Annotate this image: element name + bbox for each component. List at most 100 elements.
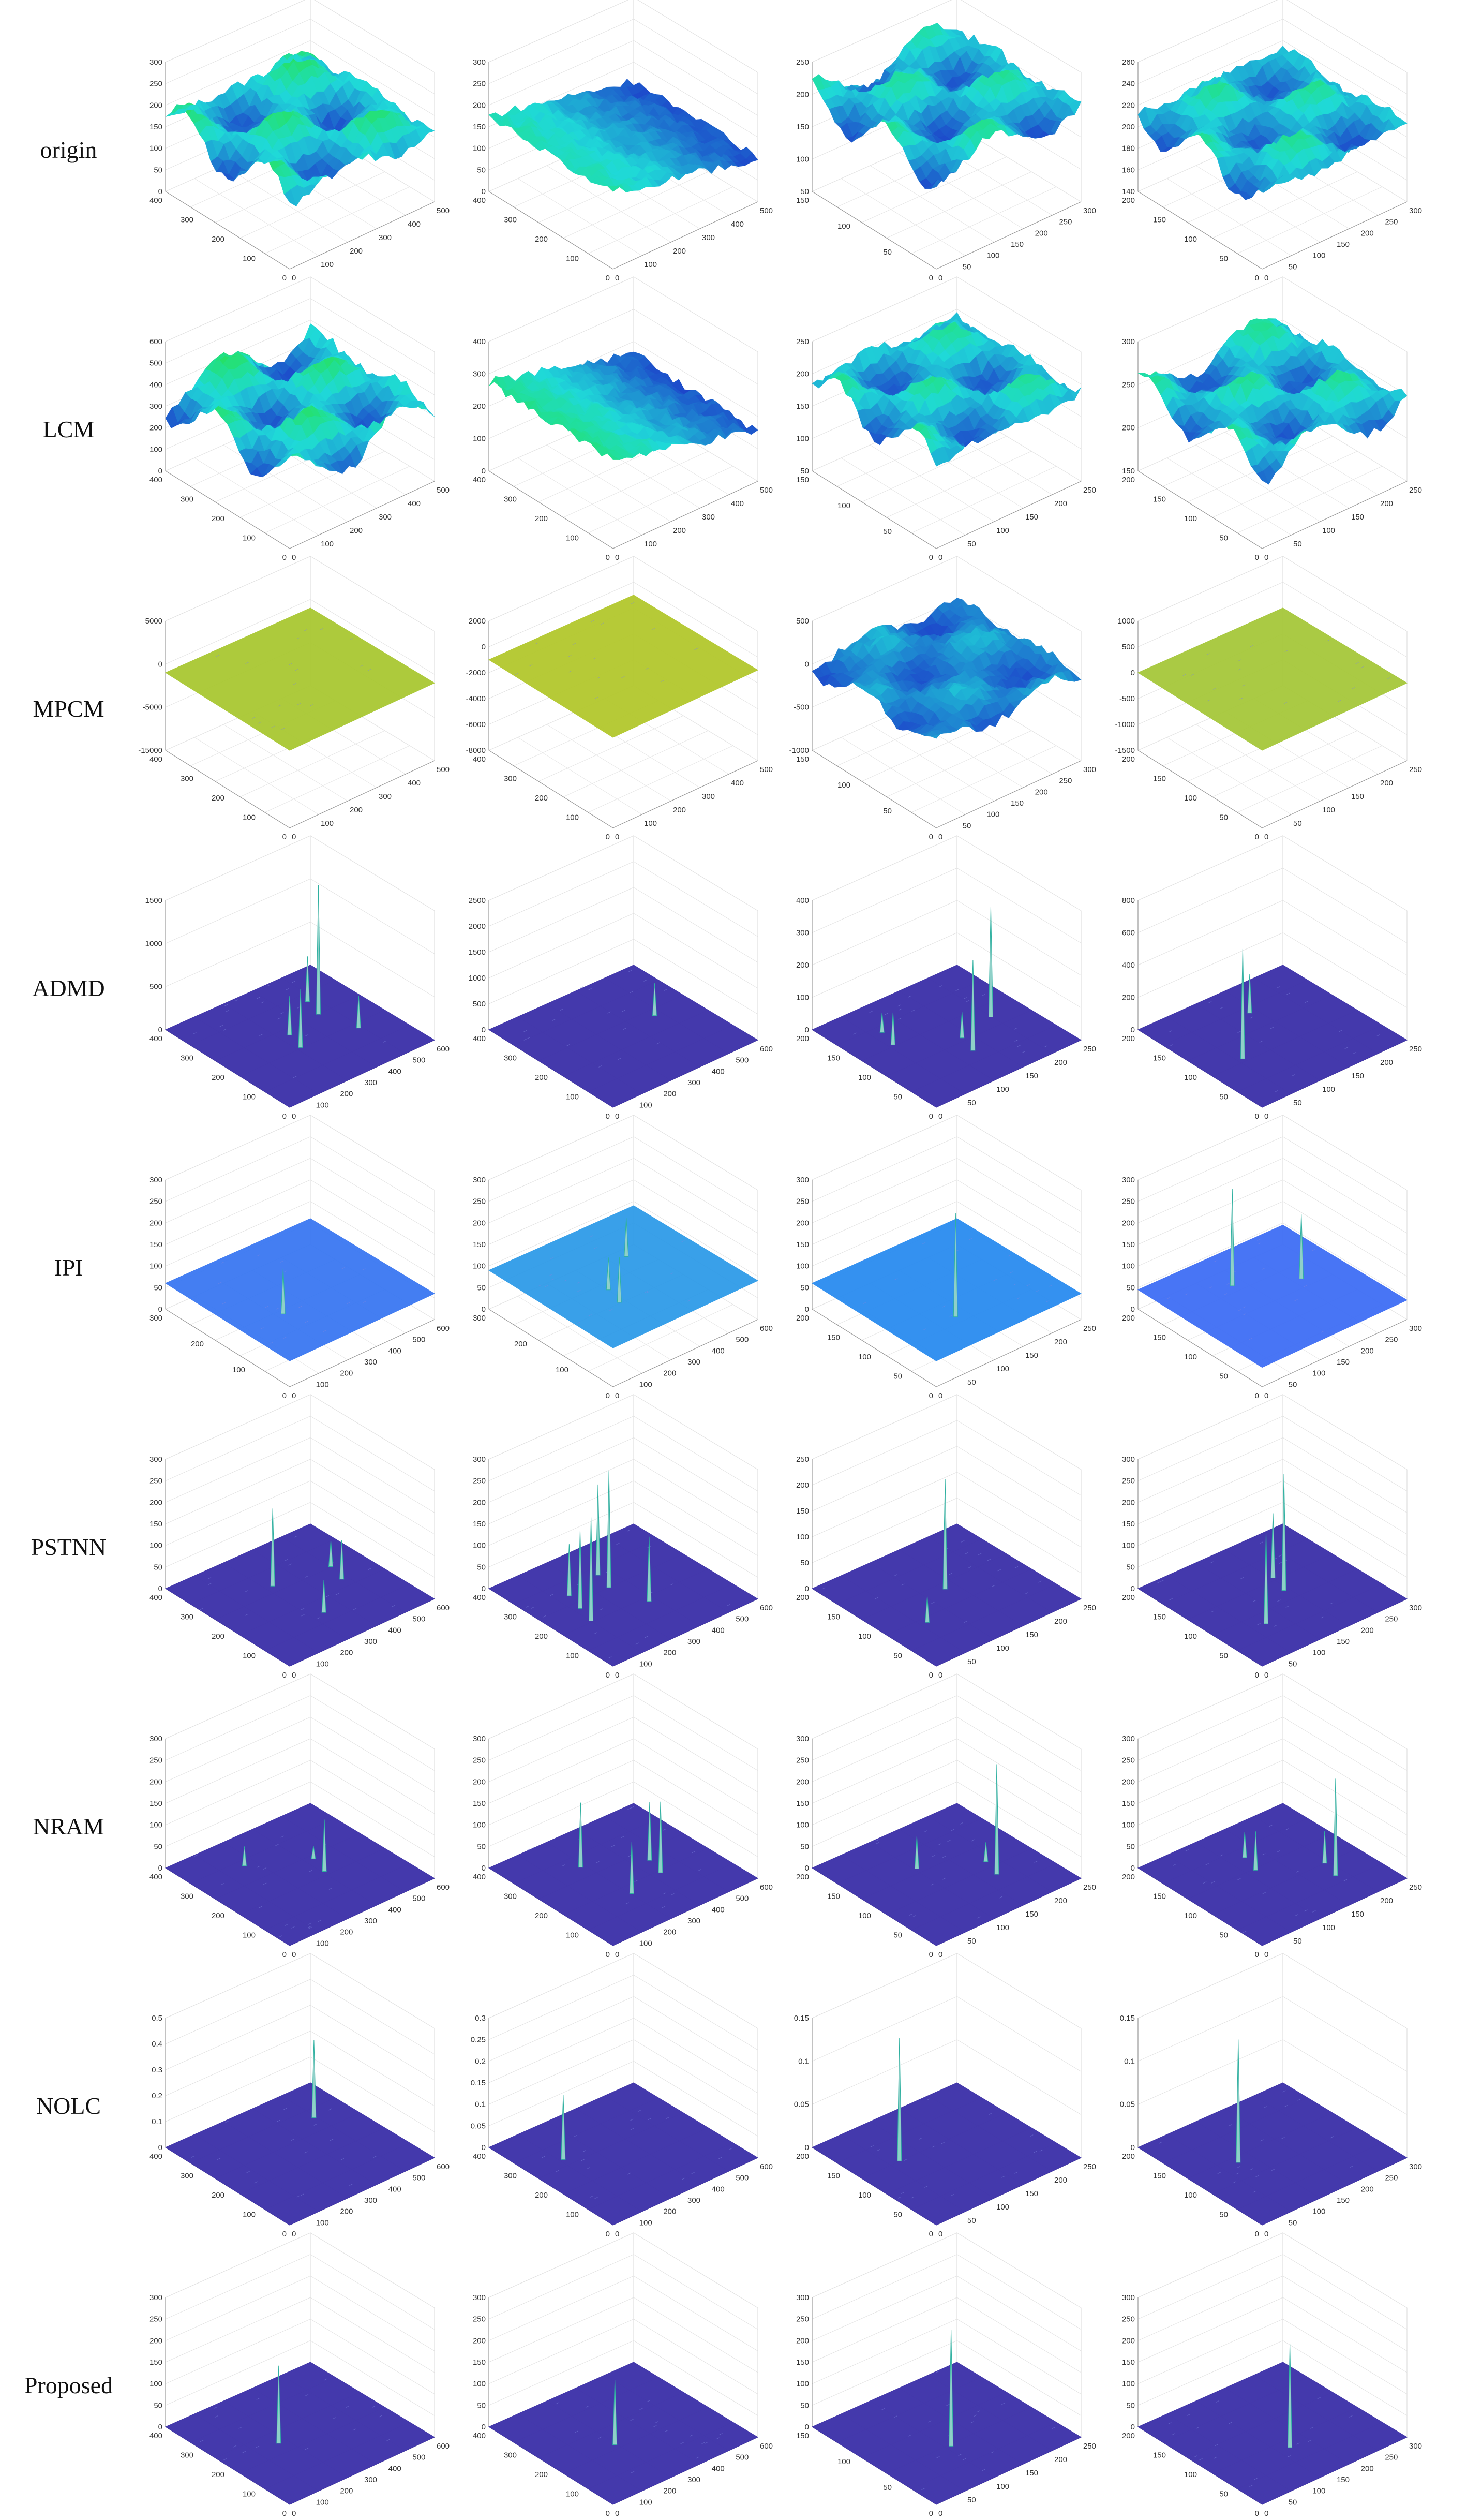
y-tick-label: 0 [282, 833, 287, 841]
x-tick-label: 250 [1409, 1883, 1422, 1892]
surface [489, 1206, 758, 1348]
z-tick-label: 200 [796, 961, 809, 970]
x-tick-label: 250 [1059, 218, 1072, 227]
y-tick-label: 300 [504, 1054, 517, 1063]
y-tick-label: 50 [893, 1372, 902, 1381]
spike-mark [312, 2040, 316, 2118]
y-tick-label: 0 [606, 1391, 610, 1400]
z-tick-label: 300 [1122, 1455, 1135, 1464]
x-tick-label: 150 [1025, 1072, 1038, 1080]
x-tick-label: 300 [687, 2475, 700, 2484]
y-tick-label: 100 [858, 1632, 871, 1641]
y-tick-label: 200 [1122, 476, 1135, 484]
x-tick-label: 100 [639, 1659, 652, 1668]
y-tick-label: 100 [837, 222, 850, 231]
y-tick-label: 200 [212, 1632, 224, 1641]
z-tick-label: 1500 [145, 896, 162, 905]
y-tick-label: 0 [282, 2509, 287, 2518]
y-tick-label: 200 [212, 235, 224, 244]
x-tick-label: 400 [388, 1346, 401, 1355]
y-tick-label: 200 [1122, 1593, 1135, 1602]
z-tick-label: 2500 [469, 896, 486, 905]
x-tick-label: 0 [292, 1112, 296, 1121]
x-tick-label: 200 [340, 1090, 353, 1099]
surface-plane [1138, 965, 1407, 1107]
x-tick-label: 50 [963, 262, 971, 271]
z-tick-label: 0.15 [1120, 2014, 1135, 2023]
z-tick-label: 0 [1131, 1026, 1135, 1034]
row-label-admd: ADMD [0, 973, 137, 1004]
z-tick-label: -4000 [466, 694, 486, 703]
x-tick-label: 100 [1322, 1085, 1335, 1094]
y-tick-label: 50 [1219, 1093, 1228, 1102]
y-tick-label: 200 [212, 2191, 224, 2200]
z-tick-label: 600 [1122, 929, 1135, 938]
x-tick-label: 600 [437, 1883, 450, 1892]
x-tick-label: 0 [1264, 1391, 1268, 1400]
y-tick-label: 150 [1153, 216, 1166, 225]
z-tick-label: -15000 [138, 746, 162, 755]
z-tick-label: 300 [473, 58, 486, 67]
x-tick-label: 400 [712, 1067, 725, 1076]
z-tick-label: 200 [473, 1498, 486, 1507]
surface-plane [489, 2362, 758, 2504]
surface-plane [489, 2083, 758, 2225]
x-tick-label: 200 [663, 1928, 676, 1937]
x-tick-label: 150 [1351, 1910, 1364, 1919]
surface [812, 313, 1081, 467]
x-tick-label: 0 [292, 1950, 296, 1959]
x-tick-label: 0 [292, 833, 296, 841]
x-tick-label: 50 [1289, 262, 1297, 271]
x-tick-label: 0 [1264, 274, 1268, 283]
x-tick-label: 0 [615, 2230, 619, 2239]
z-tick-label: 300 [1122, 2293, 1135, 2302]
y-tick-label: 100 [1184, 2470, 1197, 2479]
x-tick-label: 0 [615, 1950, 619, 1959]
x-tick-label: 150 [1351, 1072, 1364, 1080]
y-tick-label: 50 [883, 2483, 892, 2492]
x-tick-label: 150 [1025, 2469, 1038, 2478]
x-tick-label: 0 [1264, 2509, 1268, 2518]
x-tick-label: 150 [1351, 792, 1364, 801]
y-tick-label: 100 [858, 1353, 871, 1361]
y-tick-label: 100 [1184, 1632, 1197, 1641]
y-tick-label: 100 [566, 1093, 579, 1102]
y-tick-label: 100 [243, 1093, 256, 1102]
x-tick-label: 0 [615, 1671, 619, 1680]
x-tick-label: 200 [1054, 1617, 1067, 1626]
z-tick-label: 0.4 [152, 2040, 162, 2049]
y-tick-label: 150 [1153, 2172, 1166, 2181]
z-tick-label: 200 [1122, 1219, 1135, 1227]
z-tick-label: 100 [796, 1262, 809, 1271]
x-tick-label: 250 [1083, 486, 1096, 495]
row-label-ipi: IPI [0, 1252, 137, 1283]
x-tick-label: 400 [388, 2185, 401, 2193]
y-tick-label: 300 [473, 1314, 486, 1323]
x-tick-label: 100 [316, 2218, 329, 2227]
x-tick-label: 200 [340, 1928, 353, 1937]
x-tick-label: 300 [687, 1358, 700, 1367]
surface [489, 79, 758, 192]
surface-plane [166, 2083, 435, 2225]
x-tick-label: 0 [1264, 833, 1268, 841]
z-tick-label: 250 [796, 1197, 809, 1206]
z-tick-label: 300 [473, 370, 486, 379]
z-tick-label: -500 [794, 703, 809, 712]
y-tick-label: 150 [1153, 1333, 1166, 1342]
z-tick-label: -1000 [1115, 720, 1135, 729]
y-tick-label: 50 [883, 807, 892, 816]
y-tick-label: 0 [606, 2230, 610, 2239]
x-tick-label: 300 [364, 1078, 377, 1087]
y-tick-label: 100 [1184, 235, 1197, 244]
surface [166, 51, 435, 206]
x-tick-label: 100 [639, 1939, 652, 1948]
x-tick-label: 50 [967, 1099, 976, 1107]
y-tick-label: 0 [929, 1391, 933, 1400]
y-tick-label: 100 [1184, 1353, 1197, 1361]
y-tick-label: 50 [883, 527, 892, 536]
x-tick-label: 500 [736, 1056, 749, 1065]
x-tick-label: 600 [437, 1045, 450, 1054]
surface [1138, 965, 1407, 1107]
x-tick-label: 200 [350, 247, 363, 256]
